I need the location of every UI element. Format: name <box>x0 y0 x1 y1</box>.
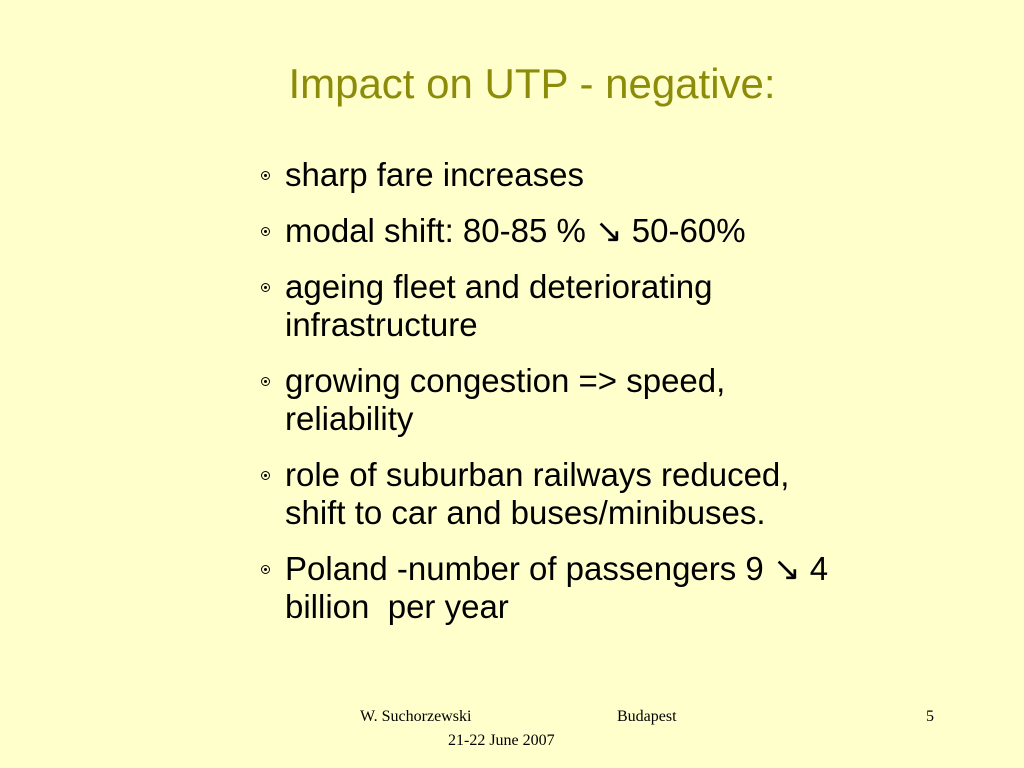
bullet-text: shift to car and buses/minibuses. <box>285 494 766 531</box>
footer-page: 5 <box>926 708 934 725</box>
bullet-item: Poland -number of passengers 9 ↘ 4 billio… <box>258 550 998 626</box>
bullet-dot <box>261 283 270 292</box>
bullet-item: ageing fleet and deteriorating infrastruc… <box>258 268 998 344</box>
bullet-list: sharp fare increases modal shift: 80-85 … <box>258 156 998 644</box>
bullet-dot <box>261 377 270 386</box>
bullet-item: role of suburban railways reduced, shift … <box>258 456 998 532</box>
bullet-text: sharp fare increases <box>285 156 584 193</box>
bullet-text: ageing fleet and deteriorating <box>285 268 713 305</box>
slide-title: Impact on UTP - negative: <box>288 60 776 107</box>
footer-date: 21-22 June 2007 <box>448 732 555 749</box>
bullet-item: modal shift: 80-85 % ↘ 50-60% <box>258 212 998 250</box>
bullet-text: modal shift: 80-85 % ↘ 50-60% <box>285 212 746 249</box>
bullet-text: role of suburban railways reduced, <box>285 456 790 493</box>
bullet-dot <box>261 171 270 180</box>
bullet-text: infrastructure <box>285 306 478 343</box>
bullet-text: Poland -number of passengers 9 ↘ 4 <box>285 550 829 587</box>
bullet-dot <box>261 565 270 574</box>
footer-author: W. Suchorzewski <box>360 708 472 725</box>
bullet-item: growing congestion => speed, reliability <box>258 362 998 438</box>
footer-place: Budapest <box>617 708 677 725</box>
bullet-text: reliability <box>285 400 414 437</box>
bullet-dot <box>261 471 270 480</box>
bullet-dot <box>261 227 270 236</box>
bullet-item: sharp fare increases <box>258 156 998 194</box>
bullet-text: billion per year <box>285 588 509 625</box>
bullet-text: growing congestion => speed, <box>285 362 726 399</box>
